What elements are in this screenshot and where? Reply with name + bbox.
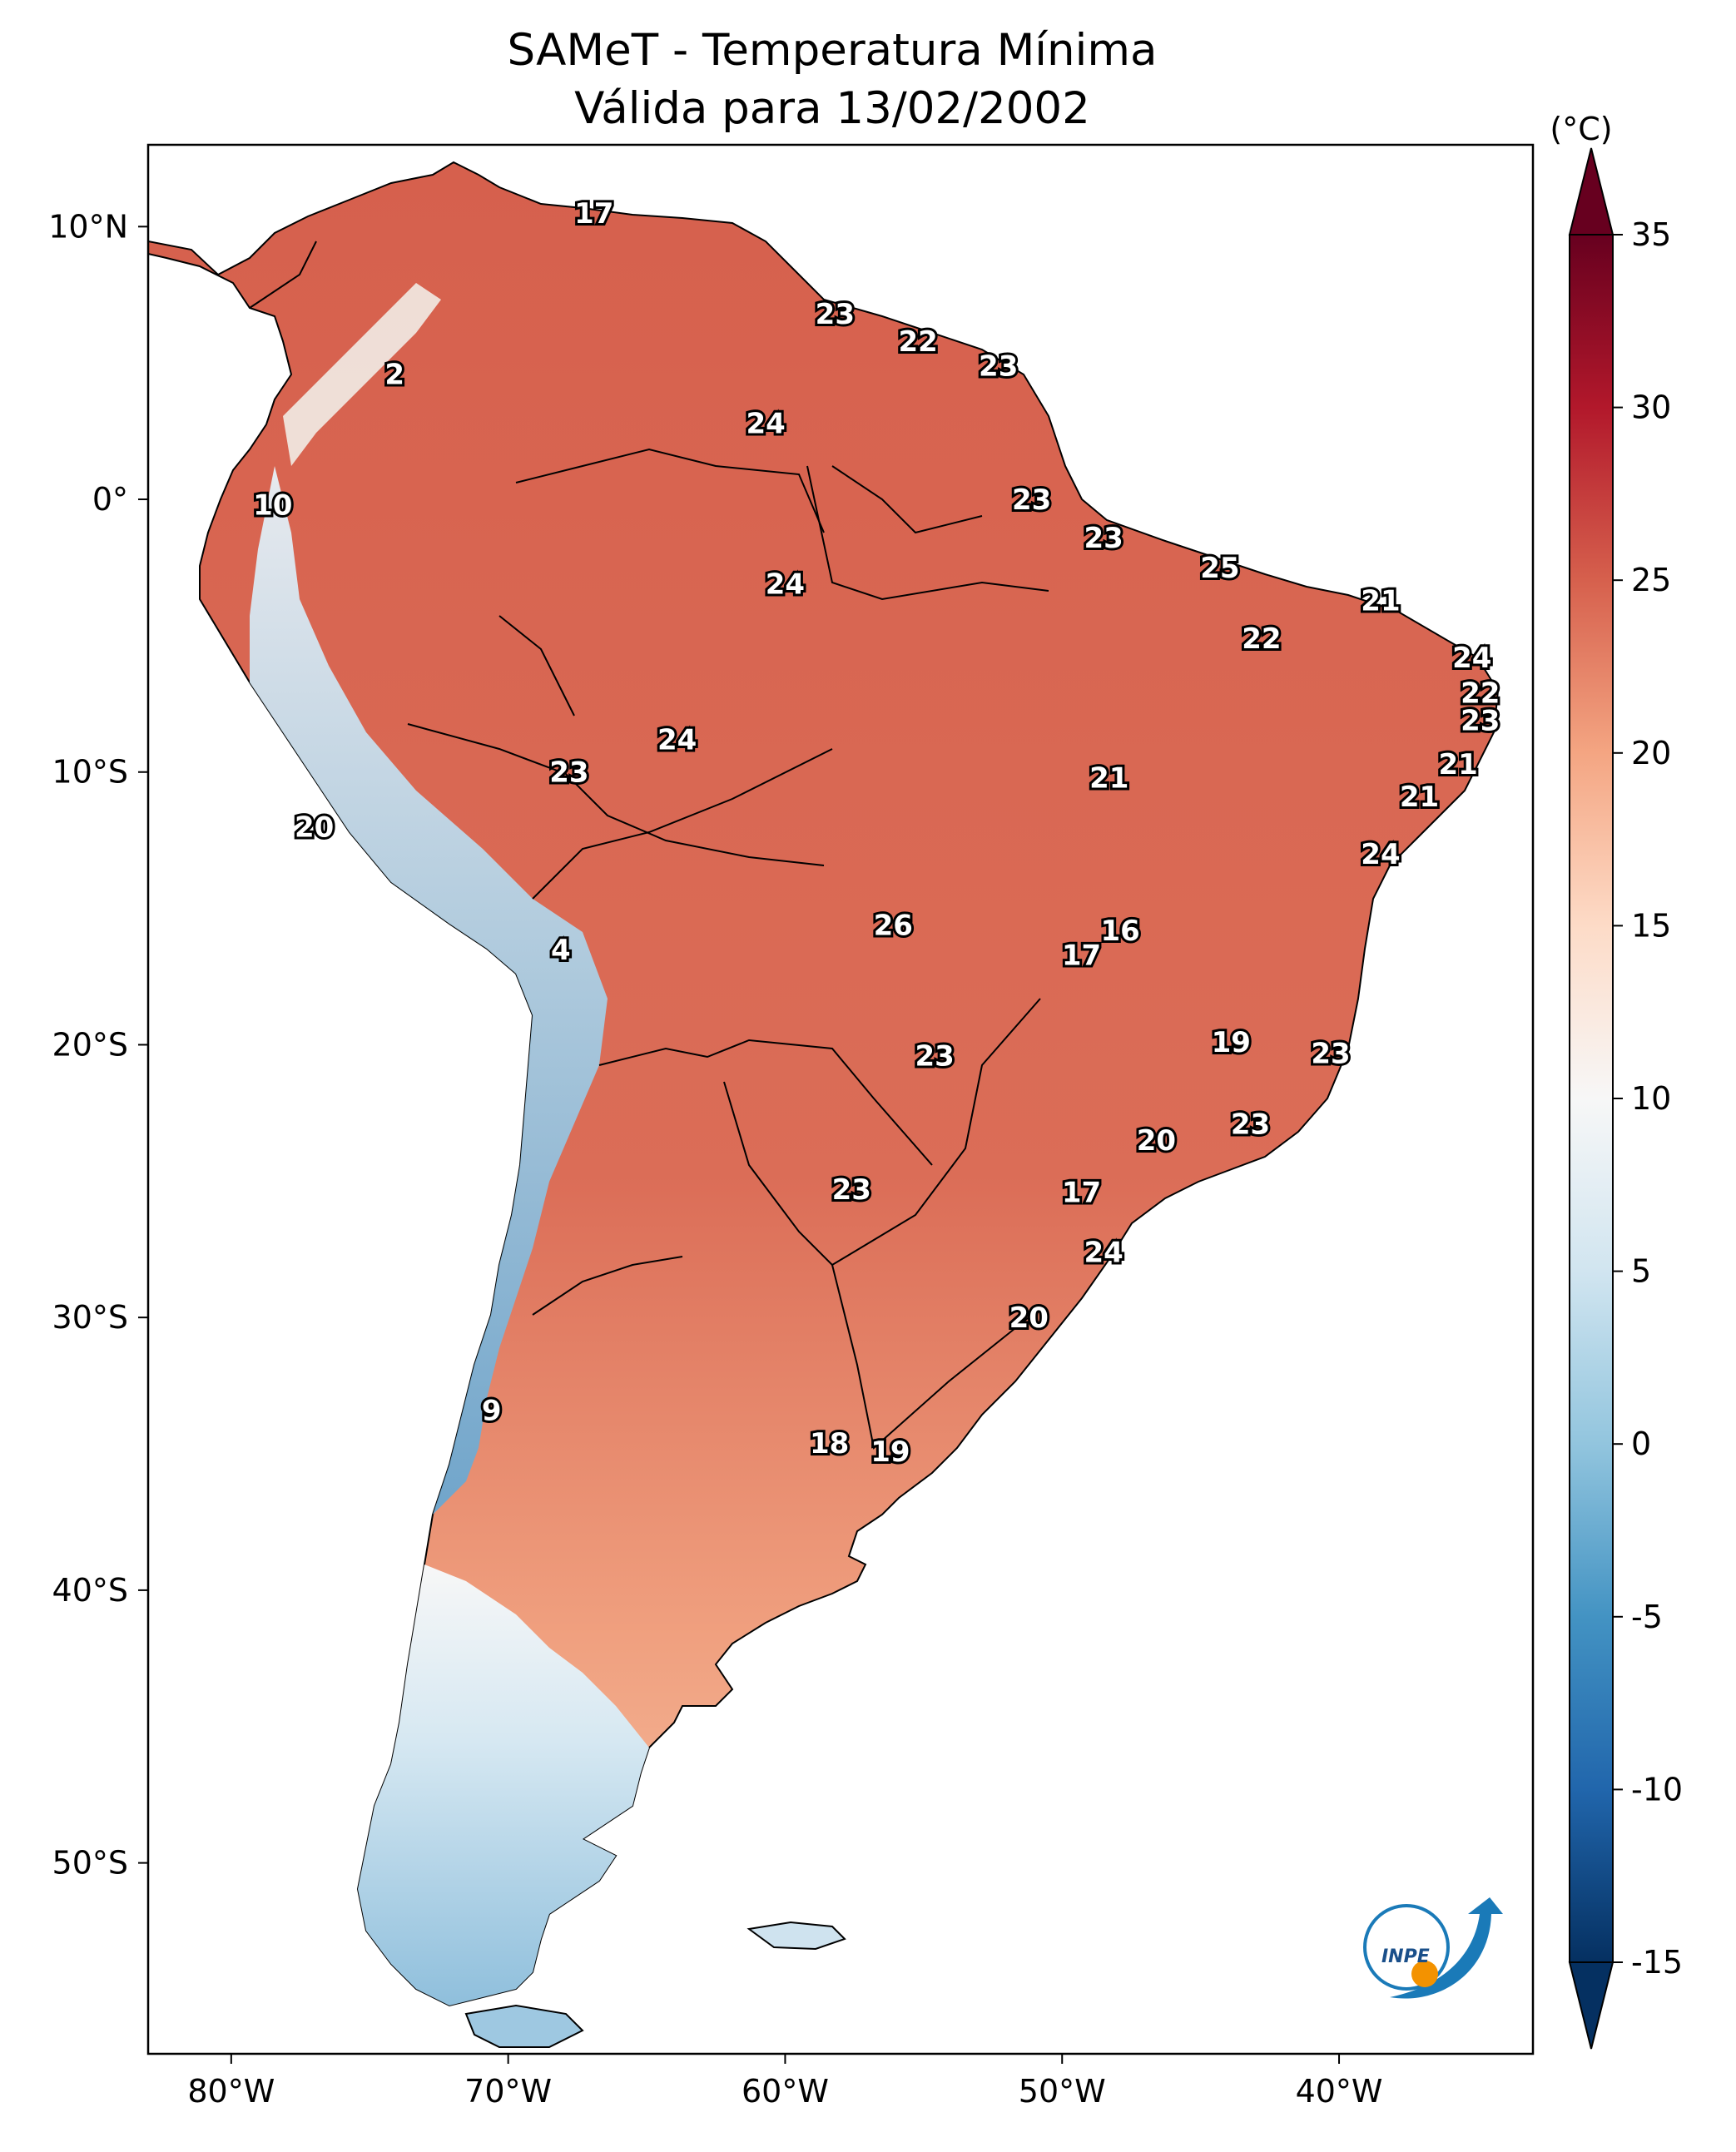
capital-temperature-label: 23 bbox=[549, 756, 588, 790]
map-frame bbox=[146, 143, 1535, 2055]
capital-temperature-label: 21 bbox=[1089, 761, 1128, 795]
patagonia-cold bbox=[358, 1564, 649, 2006]
x-axis-ticks: 80°W 70°W 60°W 50°W 40°W bbox=[187, 2054, 1383, 2110]
capital-temperature-label: 26 bbox=[874, 909, 913, 942]
title-line1: SAMeT - Temperatura Mínima bbox=[508, 25, 1158, 76]
capital-temperature-label: 24 bbox=[1452, 642, 1491, 675]
capital-temperature-label: 10 bbox=[253, 489, 292, 523]
colorbar-bottom-extension bbox=[1568, 1961, 1614, 2050]
capital-temperature-label: 24 bbox=[1084, 1237, 1123, 1270]
capital-temperature-label: 21 bbox=[1438, 748, 1477, 781]
capital-temperature-label: 24 bbox=[657, 723, 697, 756]
capital-temperature-label: 21 bbox=[1400, 781, 1439, 814]
capital-temperature-label: 20 bbox=[1137, 1124, 1176, 1158]
y-tick-label: 10°S bbox=[52, 754, 128, 791]
colorbar-tick-label: -5 bbox=[1631, 1599, 1663, 1635]
colorbar-tick-label: 35 bbox=[1631, 216, 1671, 253]
y-tick-label: 20°S bbox=[52, 1026, 128, 1063]
colombia-andes-cold bbox=[283, 283, 441, 466]
y-tick-label: 40°S bbox=[52, 1572, 128, 1609]
capital-temperature-label: 9 bbox=[482, 1395, 502, 1428]
capital-temperature-label: 20 bbox=[295, 811, 334, 844]
colorbar-bar bbox=[1569, 234, 1614, 1963]
y-tick-label: 30°S bbox=[52, 1299, 128, 1336]
capital-temperature-label: 17 bbox=[574, 197, 613, 231]
andes-cold-region bbox=[250, 466, 608, 1515]
capital-temperature-label: 23 bbox=[1311, 1037, 1350, 1070]
capital-temperature-label: 4 bbox=[551, 934, 571, 967]
capital-temperature-label: 16 bbox=[1100, 915, 1139, 948]
colorbar-tick-label: 5 bbox=[1631, 1253, 1651, 1290]
title-line2: Válida para 13/02/2002 bbox=[574, 83, 1090, 134]
capital-temperature-label: 22 bbox=[1461, 677, 1500, 711]
x-tick-label: 70°W bbox=[464, 2073, 552, 2110]
country-borders bbox=[249, 240, 1049, 1450]
colorbar-tick-label: 0 bbox=[1631, 1426, 1651, 1462]
colorbar-tick-label: -10 bbox=[1631, 1771, 1683, 1807]
x-tick-label: 60°W bbox=[742, 2073, 829, 2110]
capital-temperature-label: 22 bbox=[899, 325, 938, 359]
south-america-land bbox=[148, 161, 1500, 2007]
inpe-logo: INPE bbox=[1363, 1897, 1503, 1999]
capital-temperature-label: 23 bbox=[979, 350, 1018, 383]
capital-temperature-label: 24 bbox=[766, 568, 805, 602]
x-tick-label: 80°W bbox=[187, 2073, 275, 2110]
capital-temperature-label: 24 bbox=[746, 407, 785, 440]
capital-temperature-label: 23 bbox=[1084, 522, 1123, 555]
capital-temperature-label: 23 bbox=[1231, 1108, 1270, 1141]
colorbar-tick-label: -15 bbox=[1631, 1944, 1683, 1981]
capital-temperature-label: 23 bbox=[1012, 483, 1051, 517]
capital-temperature-label: 20 bbox=[1009, 1302, 1049, 1335]
capital-temperature-label: 23 bbox=[816, 298, 855, 331]
continent-layer bbox=[148, 161, 1500, 2048]
capital-temperature-label: 19 bbox=[870, 1435, 910, 1469]
y-tick-label: 10°N bbox=[48, 208, 128, 245]
capital-temperature-label: 21 bbox=[1361, 584, 1400, 617]
y-tick-label: 50°S bbox=[52, 1845, 128, 1882]
inpe-logo-text: INPE bbox=[1381, 1946, 1430, 1967]
capital-temperature-label: 17 bbox=[1062, 1176, 1101, 1209]
capital-temperature-label: 24 bbox=[1361, 838, 1400, 871]
capital-temperature-label: 17 bbox=[1062, 939, 1101, 972]
x-tick-label: 40°W bbox=[1296, 2073, 1383, 2110]
colorbar-tick-label: 20 bbox=[1631, 735, 1671, 771]
y-tick-label: 0° bbox=[92, 481, 128, 518]
colorbar-tick-label: 15 bbox=[1631, 907, 1671, 944]
colorbar-tick-label: 30 bbox=[1631, 389, 1671, 426]
colorbar-tick-label: 10 bbox=[1631, 1080, 1671, 1117]
capital-temperature-label: 23 bbox=[832, 1173, 871, 1207]
capital-temperature-label: 2 bbox=[384, 358, 404, 391]
capital-temperature-label: 19 bbox=[1212, 1026, 1251, 1059]
capital-temperature-label: 18 bbox=[810, 1427, 849, 1460]
colorbar: (°C) 35 30 25 20 15 10 5 0 -5 -10 -15 bbox=[1550, 111, 1683, 2050]
capital-temperature-label: 23 bbox=[915, 1040, 954, 1074]
tierra-del-fuego bbox=[464, 2004, 584, 2048]
capital-temperature-label: 23 bbox=[1461, 704, 1500, 737]
colorbar-ticks: 35 30 25 20 15 10 5 0 -5 -10 -15 bbox=[1613, 216, 1683, 1981]
x-tick-label: 50°W bbox=[1019, 2073, 1106, 2110]
colorbar-top-extension bbox=[1568, 147, 1614, 236]
colorbar-unit-label: (°C) bbox=[1550, 111, 1612, 147]
capital-temperature-label: 22 bbox=[1242, 622, 1281, 656]
falkland-islands bbox=[746, 1921, 846, 1951]
colorbar-tick-label: 25 bbox=[1631, 562, 1671, 598]
y-axis-ticks: 10°N 0° 10°S 20°S 30°S 40°S 50°S bbox=[48, 208, 148, 1882]
capital-temperature-label: 25 bbox=[1200, 552, 1239, 585]
